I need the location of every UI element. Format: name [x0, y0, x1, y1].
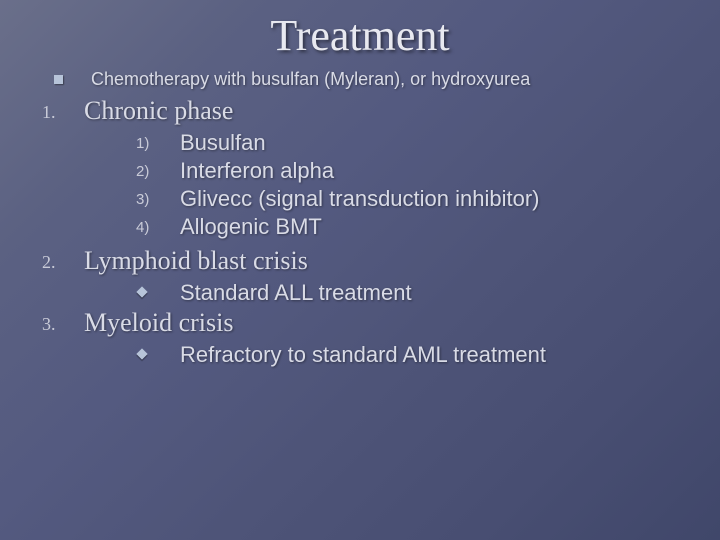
section-2-list: Standard ALL treatment: [136, 280, 680, 306]
list-item: 2) Interferon alpha: [136, 158, 680, 184]
list-item: 1) Busulfan: [136, 130, 680, 156]
section-3-marker: 3.: [42, 308, 84, 335]
section-1-marker: 1.: [42, 96, 84, 123]
diamond-bullet-icon: [136, 280, 180, 296]
list-marker-3: 3): [136, 186, 180, 208]
list-marker-2: 2): [136, 158, 180, 180]
section-2-heading: Lymphoid blast crisis: [84, 246, 308, 276]
section-1-list: 1) Busulfan 2) Interferon alpha 3) Glive…: [136, 130, 680, 240]
diamond-bullet-icon: [136, 342, 180, 358]
list-text-4: Allogenic BMT: [180, 214, 322, 240]
section-1: 1. Chronic phase: [40, 96, 680, 126]
section-3: 3. Myeloid crisis: [40, 308, 680, 338]
section-1-heading: Chronic phase: [84, 96, 233, 126]
list-marker-1: 1): [136, 130, 180, 152]
section-3-list: Refractory to standard AML treatment: [136, 342, 680, 368]
slide: Treatment Chemotherapy with busulfan (My…: [0, 0, 720, 540]
section-2: 2. Lymphoid blast crisis: [40, 246, 680, 276]
slide-content: Chemotherapy with busulfan (Myleran), or…: [0, 61, 720, 368]
list-text-s2-1: Standard ALL treatment: [180, 280, 412, 306]
list-marker-4: 4): [136, 214, 180, 236]
list-text-1: Busulfan: [180, 130, 266, 156]
list-text-3: Glivecc (signal transduction inhibitor): [180, 186, 540, 212]
slide-title: Treatment: [0, 0, 720, 61]
list-item: 3) Glivecc (signal transduction inhibito…: [136, 186, 680, 212]
list-text-s3-1: Refractory to standard AML treatment: [180, 342, 546, 368]
bullet-intro-text: Chemotherapy with busulfan (Myleran), or…: [91, 69, 530, 90]
list-item: Refractory to standard AML treatment: [136, 342, 680, 368]
bullet-row-intro: Chemotherapy with busulfan (Myleran), or…: [40, 69, 680, 90]
square-bullet-icon: [54, 75, 63, 84]
list-item: 4) Allogenic BMT: [136, 214, 680, 240]
section-3-heading: Myeloid crisis: [84, 308, 234, 338]
list-item: Standard ALL treatment: [136, 280, 680, 306]
section-2-marker: 2.: [42, 246, 84, 273]
list-text-2: Interferon alpha: [180, 158, 334, 184]
